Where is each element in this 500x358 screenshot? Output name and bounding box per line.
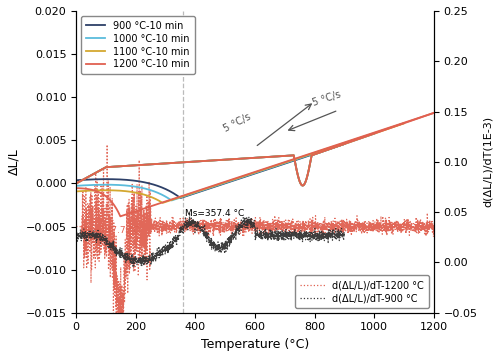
Y-axis label: d(ΔL/L)/dT(1E-3): d(ΔL/L)/dT(1E-3) bbox=[483, 116, 493, 207]
Text: 5 °C/s: 5 °C/s bbox=[222, 111, 253, 134]
Text: 5 °C/s: 5 °C/s bbox=[312, 89, 342, 108]
Legend: d(ΔL/L)/dT-1200 °C, d(ΔL/L)/dT-900 °C: d(ΔL/L)/dT-1200 °C, d(ΔL/L)/dT-900 °C bbox=[296, 275, 429, 308]
Text: Ms=147.7 °C: Ms=147.7 °C bbox=[80, 227, 139, 236]
Y-axis label: ΔL/L: ΔL/L bbox=[7, 149, 20, 175]
Text: Ms=357.4 °C: Ms=357.4 °C bbox=[185, 209, 244, 218]
X-axis label: Temperature (°C): Temperature (°C) bbox=[201, 338, 309, 351]
